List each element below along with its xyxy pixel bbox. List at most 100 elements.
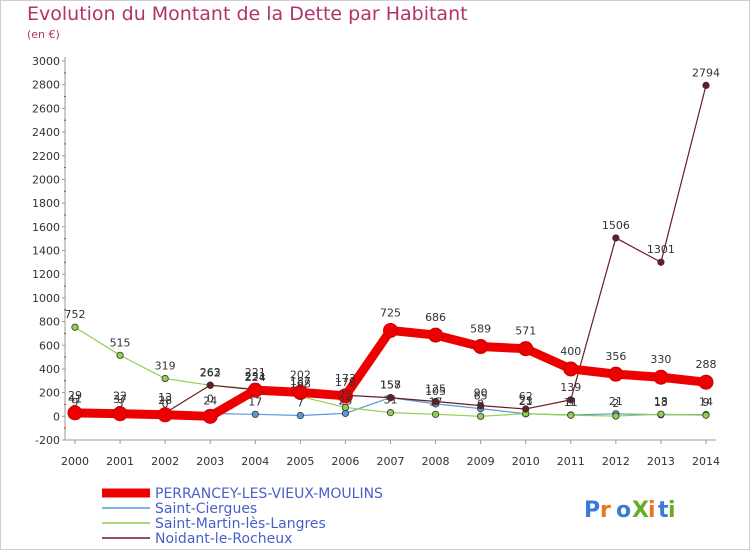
x-tick-label: 2005 [286, 455, 314, 468]
data-label: 2794 [692, 66, 720, 79]
data-label: 158 [380, 379, 401, 392]
y-tick-label: 1200 [32, 268, 60, 281]
y-tick-label: 2000 [32, 173, 60, 186]
logo-letter: t [658, 498, 669, 523]
data-label: 13 [654, 396, 668, 409]
legend-label: Saint-Martin-lès-Langres [155, 516, 326, 532]
logo-letter: X [632, 498, 649, 523]
y-tick-label: 2800 [32, 79, 60, 92]
data-label: 319 [155, 360, 176, 373]
x-tick-label: 2012 [602, 455, 630, 468]
x-tick-label: 2003 [196, 455, 224, 468]
data-point [657, 410, 665, 418]
x-tick-label: 2011 [557, 455, 585, 468]
series-0 [67, 322, 714, 424]
y-tick-label: 2200 [32, 150, 60, 163]
axes: -200020040060080010001200140016001800200… [32, 55, 720, 468]
data-point [157, 407, 173, 423]
y-tick-label: 400 [39, 363, 60, 376]
y-tick-label: 600 [39, 339, 60, 352]
data-point [612, 234, 620, 242]
data-label: 589 [470, 323, 491, 336]
data-label: 1506 [602, 219, 630, 232]
data-point [67, 405, 83, 421]
data-point [477, 412, 485, 420]
y-tick-label: 1800 [32, 197, 60, 210]
data-label: 22 [113, 390, 127, 403]
logo-letter: i [668, 498, 676, 523]
data-label: 37 [113, 393, 127, 406]
data-label: 356 [605, 350, 626, 363]
data-point [522, 405, 530, 413]
data-label: 17 [248, 395, 262, 408]
data-label: 105 [425, 385, 446, 398]
data-label: 18 [654, 395, 668, 408]
data-label: 65 [474, 390, 488, 403]
data-point [612, 412, 620, 420]
legend: PERRANCEY-LES-VIEUX-MOULINSSaint-Ciergue… [102, 486, 383, 547]
data-label: 157 [380, 379, 401, 392]
data-label: 187 [290, 375, 311, 388]
data-label: 7 [297, 396, 304, 409]
data-label: 1301 [647, 243, 675, 256]
y-tick-label: 3000 [32, 55, 60, 68]
data-point [251, 410, 259, 418]
chart-subtitle: (en €) [27, 28, 60, 41]
data-point [653, 369, 669, 385]
data-label: 25 [338, 394, 352, 407]
x-tick-label: 2013 [647, 455, 675, 468]
data-label: 263 [200, 366, 221, 379]
data-label: 0 [477, 397, 484, 410]
data-label: 21 [519, 395, 533, 408]
data-point [702, 81, 710, 89]
x-tick-label: 2010 [512, 455, 540, 468]
y-tick-label: 1000 [32, 292, 60, 305]
data-label: 686 [425, 311, 446, 324]
logo-letter: o [616, 498, 631, 523]
data-label: 23 [519, 395, 533, 408]
data-point [702, 411, 710, 419]
y-tick-label: 1600 [32, 221, 60, 234]
data-point [563, 361, 579, 377]
data-point [431, 397, 440, 406]
y-tick-label: 200 [39, 387, 60, 400]
logo-letter: P [584, 498, 600, 523]
data-label: 725 [380, 306, 401, 319]
data-label: 31 [384, 394, 398, 407]
data-point [477, 402, 485, 410]
x-tick-label: 2000 [61, 455, 89, 468]
data-point [657, 258, 665, 266]
data-point [341, 403, 350, 412]
data-label: 0 [207, 392, 214, 405]
data-label: 75 [338, 388, 352, 401]
data-label: 9 [567, 396, 574, 409]
data-label: 231 [245, 370, 266, 383]
data-label: 90 [474, 387, 488, 400]
data-label: 262 [200, 366, 221, 379]
data-label: 24 [203, 394, 217, 407]
data-point [247, 382, 263, 398]
data-point [296, 411, 304, 420]
data-label: 9 [72, 396, 79, 409]
data-point [428, 327, 444, 343]
x-tick-label: 2009 [467, 455, 495, 468]
data-label: 400 [560, 345, 581, 358]
data-label: 202 [290, 368, 311, 381]
data-point [386, 409, 395, 417]
data-point [386, 394, 395, 402]
data-label: 221 [245, 366, 266, 379]
data-point [567, 396, 575, 404]
data-label: 28 [158, 394, 172, 407]
data-point [431, 410, 440, 418]
data-point [112, 406, 128, 422]
data-point [206, 381, 214, 389]
data-label: 168 [290, 377, 311, 390]
data-label: 62 [519, 390, 533, 403]
data-point [292, 384, 308, 400]
data-label: 125 [425, 383, 446, 396]
data-label: 288 [696, 358, 717, 371]
